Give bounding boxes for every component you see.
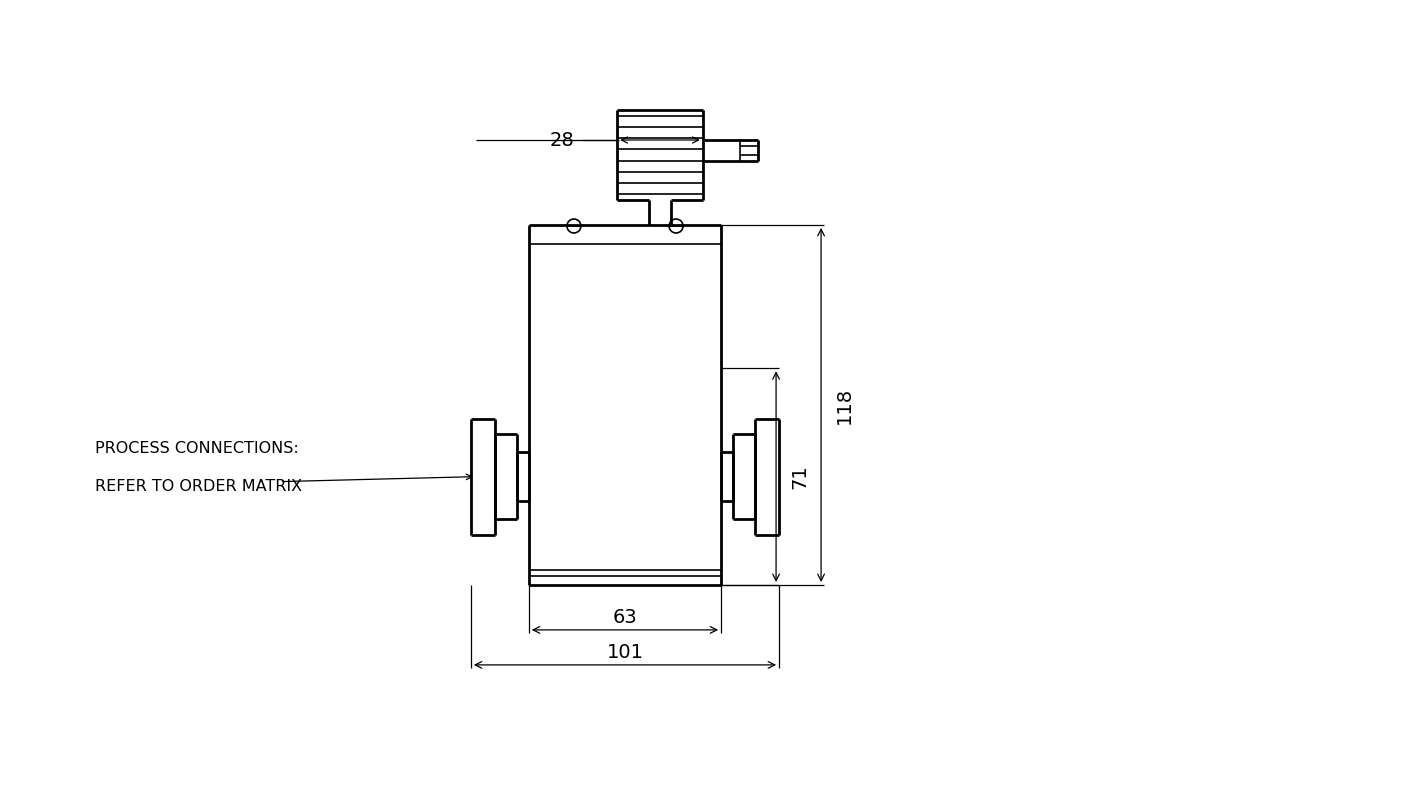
Text: 118: 118: [834, 386, 854, 423]
Text: REFER TO ORDER MATRIX: REFER TO ORDER MATRIX: [95, 479, 302, 494]
Text: 101: 101: [606, 643, 643, 662]
Text: 28: 28: [551, 130, 575, 149]
Text: PROCESS CONNECTIONS:: PROCESS CONNECTIONS:: [95, 441, 299, 456]
Text: 63: 63: [613, 608, 637, 627]
Text: 71: 71: [790, 465, 809, 489]
